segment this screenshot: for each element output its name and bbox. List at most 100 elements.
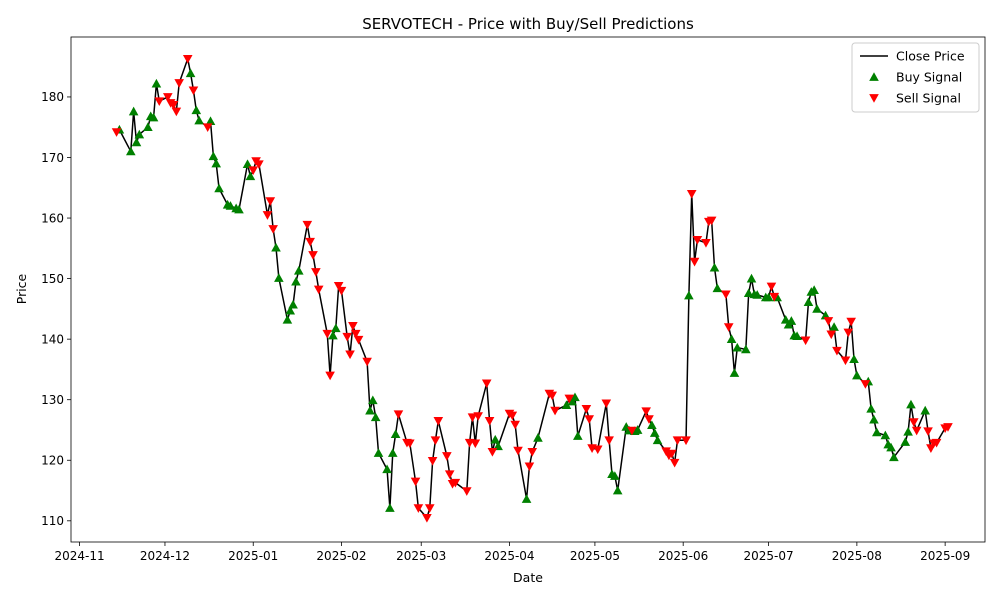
- sell-signal-marker: [433, 417, 444, 426]
- buy-signal-marker: [382, 464, 392, 474]
- buy-signal-marker: [211, 158, 222, 168]
- sell-signal-marker: [450, 478, 461, 488]
- x-axis-title: Date: [513, 570, 543, 585]
- sell-signal-marker: [163, 93, 173, 102]
- sell-signal-marker: [481, 379, 492, 389]
- sell-signal-marker: [510, 420, 520, 430]
- sell-signal-marker: [666, 449, 677, 459]
- buy-signal-marker: [612, 485, 623, 495]
- buy-signal-marker: [561, 400, 572, 409]
- buy-signal-marker: [185, 68, 196, 78]
- sell-signal-marker: [311, 268, 321, 277]
- plot-area: 110 120 130 140 150 160 170 180 2024-11 2024-12 20…: [41, 36, 986, 563]
- buy-signal-marker: [732, 342, 743, 352]
- sell-signal-marker: [601, 399, 612, 409]
- sell-signal-marker: [430, 436, 441, 446]
- buy-signal-marker: [889, 452, 899, 462]
- sell-signal-marker: [923, 427, 933, 436]
- buy-signal-marker: [385, 503, 395, 512]
- buy-signal-marker: [709, 262, 720, 272]
- sell-signal-marker: [581, 404, 592, 414]
- buy-signal-marker: [649, 428, 660, 437]
- sell-signal-marker: [644, 415, 654, 424]
- sell-signal-marker: [766, 282, 777, 292]
- x-tick-label: 2025-06: [658, 549, 708, 563]
- sell-signal-marker: [427, 457, 438, 466]
- buy-signal-marker: [752, 290, 763, 299]
- sell-signal-marker: [686, 189, 697, 199]
- sell-signal-marker: [943, 423, 953, 432]
- sell-signal-marker: [909, 418, 919, 427]
- sell-signal-marker: [843, 328, 854, 338]
- legend-buy-signal: Buy Signal: [896, 70, 962, 85]
- buy-signal-marker: [387, 448, 398, 457]
- sell-signal-marker: [584, 415, 595, 424]
- sell-signal-marker: [322, 329, 333, 339]
- sell-signal-marker: [564, 394, 575, 404]
- sell-signal-marker: [393, 410, 404, 420]
- sell-signal-marker: [721, 290, 731, 300]
- buy-signal-marker: [920, 405, 931, 415]
- sell-signal-marker: [308, 251, 318, 260]
- y-tick-label: 160: [41, 211, 64, 225]
- sell-signal-marker: [313, 285, 324, 295]
- legend-box: [851, 42, 980, 113]
- sell-signal-marker: [641, 407, 651, 417]
- sell-signal-marker: [350, 329, 361, 339]
- sell-signal-marker: [268, 225, 278, 234]
- buy-signal-marker: [214, 183, 224, 193]
- buy-signal-marker: [331, 323, 341, 333]
- sell-signal-marker: [723, 323, 734, 332]
- sell-signal-marker: [262, 211, 273, 220]
- sell-signal-marker: [547, 391, 558, 401]
- buy-signal-marker: [291, 276, 301, 286]
- y-tick-label: 110: [41, 514, 64, 528]
- buy-signal-marker: [131, 137, 142, 147]
- sell-signal-marker: [202, 123, 213, 133]
- sell-signal-marker: [604, 436, 614, 446]
- legend-sell-swatch: [869, 94, 879, 103]
- buy-signal-marker: [786, 316, 797, 325]
- buy-signal-marker: [225, 201, 236, 210]
- y-tick-label: 130: [41, 393, 64, 407]
- buy-signal-marker: [282, 314, 293, 324]
- sell-signal-marker: [832, 346, 842, 356]
- sell-signal-marker: [487, 447, 498, 457]
- sell-signal-marker: [592, 445, 603, 455]
- sell-signal-marker: [681, 436, 691, 446]
- buy-signal-marker: [570, 392, 580, 402]
- buy-signal-marker: [328, 330, 338, 340]
- buy-signal-marker: [191, 105, 202, 115]
- buy-signal-marker: [370, 412, 381, 422]
- sell-signal-marker: [442, 452, 452, 461]
- sell-signal-marker: [769, 292, 780, 302]
- buy-signal-marker: [245, 171, 256, 181]
- buy-signal-marker: [490, 434, 501, 444]
- sell-signal-marker: [672, 436, 683, 446]
- x-tick-label: 2025-09: [920, 549, 970, 563]
- buy-signal-marker: [368, 395, 378, 405]
- buy-signal-marker: [208, 151, 219, 161]
- sell-signal-marker: [470, 439, 481, 449]
- buy-signal-marker: [741, 344, 751, 354]
- sell-signal-marker: [706, 216, 717, 226]
- plot-frame: [70, 36, 986, 543]
- sell-signal-marker: [410, 477, 421, 487]
- sell-signal-marker: [424, 504, 435, 513]
- sell-signal-marker: [362, 357, 372, 367]
- buy-signal-marker: [271, 242, 281, 252]
- sell-signal-marker: [348, 321, 358, 331]
- sell-signal-marker: [823, 317, 834, 326]
- buy-signal-marker: [533, 433, 543, 442]
- x-tick-label: 2025-05: [570, 549, 620, 563]
- y-tick-label: 140: [41, 332, 64, 346]
- sell-signal-marker: [302, 220, 313, 230]
- sell-signal-marker: [405, 439, 415, 449]
- sell-signal-marker: [800, 336, 811, 346]
- sell-signal-marker: [413, 504, 424, 513]
- y-tick-label: 170: [41, 151, 64, 165]
- buy-signal-marker: [242, 159, 253, 168]
- buy-signal-marker: [743, 288, 754, 297]
- sell-signal-marker: [333, 282, 344, 291]
